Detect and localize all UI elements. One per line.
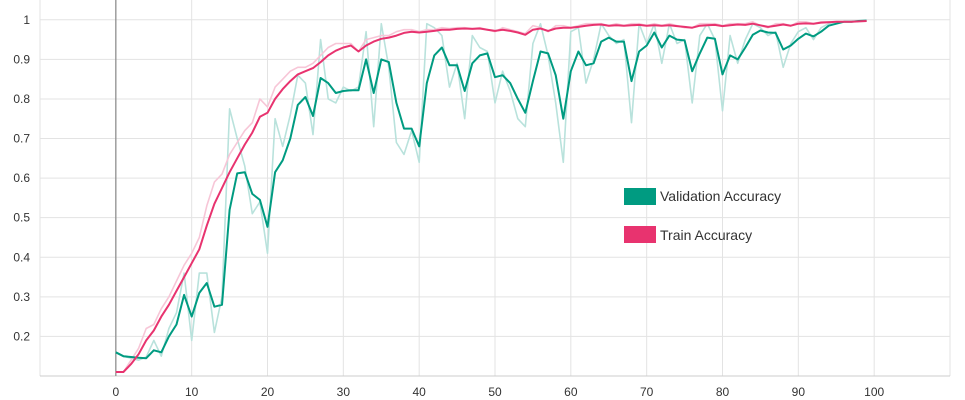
vertical-gridlines [39,0,951,376]
y-tick-labels: 0.2 0.3 0.4 0.5 0.6 0.7 0.8 0.9 1 [13,13,30,344]
y-tick-label-4: 0.6 [13,171,30,185]
x-tick-label-0: 0 [112,385,119,399]
x-tick-label-8: 80 [716,385,730,399]
x-tick-label-1: 10 [185,385,199,399]
x-tick-label-3: 30 [337,385,351,399]
y-tick-label-6: 0.8 [13,92,30,106]
x-tick-label-6: 60 [564,385,578,399]
x-tick-label-10: 100 [864,385,884,399]
y-tick-label-5: 0.7 [13,132,30,146]
x-tick-label-9: 90 [792,385,806,399]
axes [40,0,950,377]
legend: Validation Accuracy Train Accuracy [624,188,781,243]
y-tick-label-8: 1 [23,13,30,27]
y-tick-label-0: 0.2 [13,329,30,343]
legend-swatch-validation-accuracy [624,188,656,205]
x-tick-labels: 0 10 20 30 40 50 60 70 80 90 100 [112,385,884,399]
series-layer [115,19,867,373]
x-tick-label-7: 70 [640,385,654,399]
series-line-0 [115,19,867,360]
y-tick-label-7: 0.9 [13,52,30,66]
y-tick-label-1: 0.3 [13,290,30,304]
y-tick-label-3: 0.5 [13,211,30,225]
legend-label-train-accuracy: Train Accuracy [660,227,752,243]
y-tick-label-2: 0.4 [13,250,30,264]
legend-label-validation-accuracy: Validation Accuracy [660,188,781,204]
legend-swatch-train-accuracy [624,226,656,243]
x-tick-label-5: 50 [488,385,502,399]
series-line-1 [115,20,867,373]
x-tick-label-2: 20 [261,385,275,399]
x-tick-label-4: 40 [412,385,426,399]
